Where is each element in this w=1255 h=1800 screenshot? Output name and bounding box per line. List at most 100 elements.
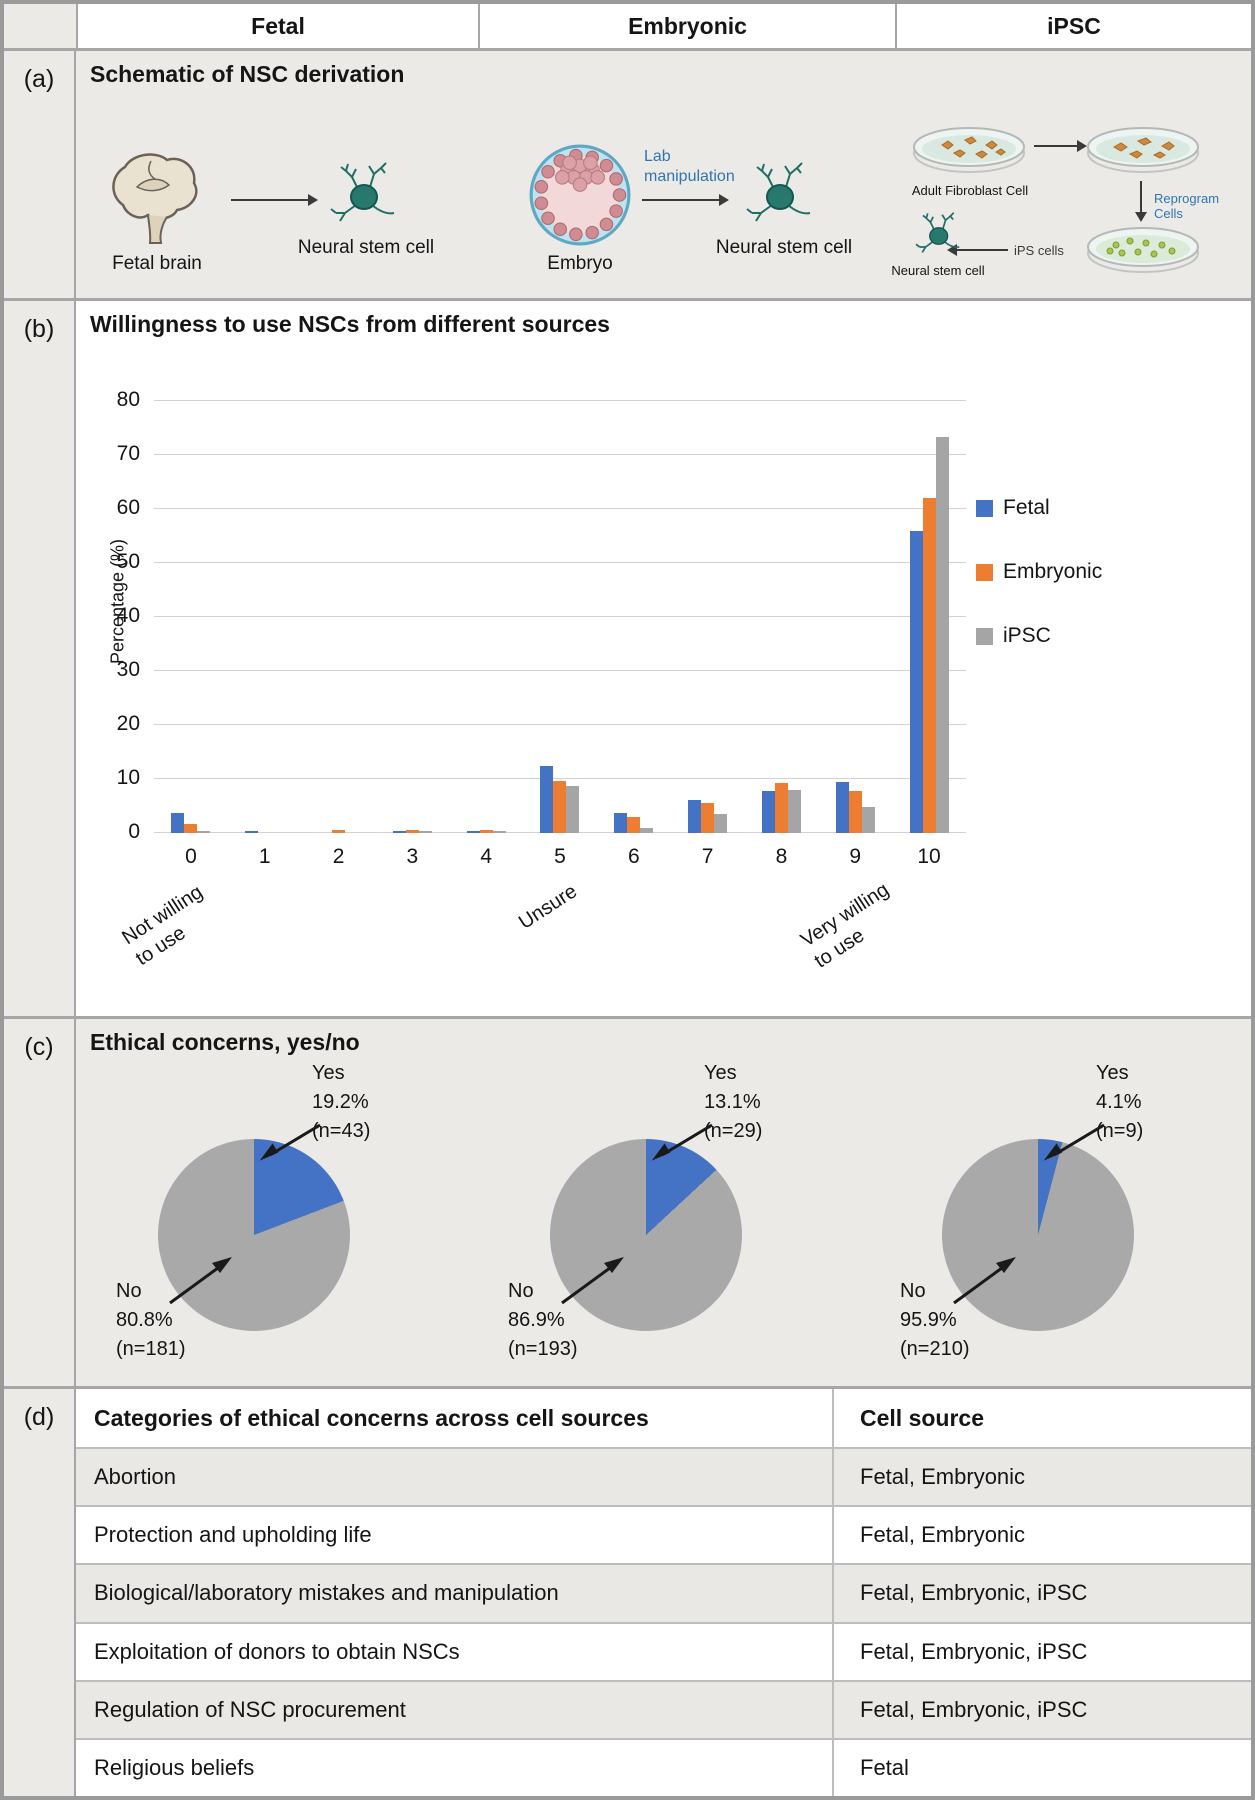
- x-axis-annotation: Very willing to use: [796, 878, 893, 973]
- embryo-label: Embryo: [547, 253, 613, 274]
- bar-fetal: [688, 799, 702, 833]
- bar-group: [597, 813, 671, 833]
- gridline: [154, 562, 966, 563]
- panel-c: (c) Ethical concerns, yes/no Yes 19.2% (n=…: [4, 1016, 1251, 1386]
- table-row-category: Exploitation of donors to obtain NSCs: [76, 1621, 832, 1680]
- column-header-fetal: Fetal: [76, 4, 478, 48]
- bar-group: [523, 765, 597, 833]
- bar-embryonic: [405, 830, 419, 833]
- bar-fetal: [761, 790, 775, 833]
- pie-yes-label: Yes 19.2% (n=43): [312, 1059, 370, 1146]
- petri-dish-fibroblast2-icon: [1087, 127, 1199, 173]
- y-axis-tick: 0: [128, 820, 140, 843]
- table-header-cell-source: Cell source: [832, 1389, 1251, 1448]
- bar-embryonic: [848, 790, 862, 833]
- petri-dish-ips-icon: [1087, 227, 1199, 273]
- y-axis-tick: 50: [116, 550, 140, 573]
- column-header-ipsc: iPSC: [895, 4, 1251, 48]
- petri-dish-fibroblast-icon: [913, 127, 1025, 173]
- gridline: [154, 616, 966, 617]
- legend-item-ipsc: iPSC: [976, 624, 1102, 648]
- bar-group: [892, 436, 966, 833]
- bar-group: [154, 813, 228, 833]
- x-axis-tick: 9: [849, 845, 862, 868]
- bar-embryonic: [332, 830, 346, 833]
- ips-cells-label: iPS cells: [1014, 243, 1064, 258]
- table-header-category: Categories of ethical concerns across ce…: [94, 1404, 649, 1431]
- bar-fetal: [171, 813, 185, 833]
- panel-b-title: Willingness to use NSCs from different s…: [90, 311, 610, 337]
- pie-label-line: No: [508, 1280, 534, 1302]
- ipsc-nsc-label: Neural stem cell: [891, 263, 985, 278]
- x-axis-tick: 8: [775, 845, 788, 868]
- x-axis-annotation: Unsure: [514, 880, 582, 934]
- ipsc-arrow1-icon: [1034, 140, 1087, 152]
- no-arrow-icon: [953, 1257, 1016, 1305]
- table-row-cell-source: Fetal, Embryonic, iPSC: [832, 1563, 1251, 1622]
- neural-stem-cell-icon: [330, 162, 395, 222]
- y-axis-tick: 70: [116, 442, 140, 465]
- bar-embryonic: [627, 816, 641, 833]
- pie-label-line: 19.2%: [312, 1091, 369, 1113]
- bar-ipsc: [566, 786, 580, 833]
- pie-label-line: (n=181): [116, 1338, 186, 1360]
- pie-label-line: 80.8%: [116, 1309, 173, 1331]
- adult-fibroblast-label: Adult Fibroblast Cell: [911, 183, 1029, 198]
- x-axis-tick: 3: [406, 845, 419, 868]
- yes-arrow-icon: [1043, 1123, 1105, 1161]
- neural-stem-cell-icon: [915, 212, 960, 253]
- y-axis-tick: 30: [116, 658, 140, 681]
- ipsc-arrow-left-icon: [947, 244, 1008, 256]
- fetal-brain-label: Fetal brain: [112, 253, 202, 274]
- x-axis-tick: 1: [258, 845, 271, 868]
- bar-ipsc: [492, 831, 506, 833]
- table-row-cell-source: Fetal, Embryonic: [832, 1447, 1251, 1506]
- bar-fetal: [466, 831, 480, 833]
- pie-chart-embryonic: Yes 13.1% (n=29) No 86.9% (n=193): [472, 1057, 864, 1382]
- pie-label-line: (n=29): [704, 1120, 763, 1142]
- pie-no-label: No 95.9% (n=210): [900, 1277, 970, 1364]
- pie-label-line: No: [116, 1280, 142, 1302]
- pie-no-label: No 80.8% (n=181): [116, 1277, 186, 1364]
- panel-c-title: Ethical concerns, yes/no: [90, 1029, 360, 1055]
- table-row-category: Biological/laboratory mistakes and manip…: [76, 1563, 832, 1622]
- panel-c-label: (c): [4, 1019, 76, 1386]
- bar-group: [671, 799, 745, 833]
- bar-group: [818, 781, 892, 833]
- pie-chart-ipsc: Yes 4.1% (n=9) No 95.9% (n=210): [864, 1057, 1255, 1382]
- chart-legend: Fetal Embryonic iPSC: [976, 496, 1102, 688]
- gridline: [154, 724, 966, 725]
- x-axis-tick: 2: [332, 845, 345, 868]
- fetal-nsc-label: Neural stem cell: [297, 237, 435, 258]
- gridline: [154, 778, 966, 779]
- pie-label-line: No: [900, 1280, 926, 1302]
- bar-ipsc: [640, 828, 654, 833]
- x-axis-annotation: Not willing to use: [118, 881, 207, 971]
- y-axis-tick: 80: [116, 388, 140, 411]
- bar-fetal: [245, 830, 259, 833]
- x-axis-tick: 6: [627, 845, 640, 868]
- table-row-category: Protection and upholding life: [76, 1505, 832, 1563]
- pie-graphic: [158, 1139, 350, 1331]
- table-row-category: Abortion: [76, 1447, 832, 1506]
- no-arrow-icon: [561, 1257, 624, 1305]
- y-axis-tick: 20: [116, 712, 140, 735]
- panel-a: (a) Schematic of NSC derivation Fetal br…: [4, 48, 1251, 298]
- bar-ipsc: [714, 813, 728, 833]
- reprogram-cells-label: Reprogram Cells: [1154, 191, 1220, 221]
- table-row-category: Religious beliefs: [76, 1737, 832, 1796]
- x-axis-tick: 5: [554, 845, 566, 868]
- bar-ipsc: [861, 806, 875, 833]
- bar-ipsc: [197, 830, 211, 833]
- bar-group: [745, 783, 819, 833]
- panel-a-title: Schematic of NSC derivation: [90, 61, 405, 87]
- fetal-brain-icon: [112, 153, 198, 244]
- column-header-embryonic: Embryonic: [478, 4, 895, 48]
- bar-chart-plot: 0 10 20 30 40 50 60 70 80 0 1 2 3 4 5 6 7 8 9 10 Not willing…: [117, 388, 966, 973]
- panel-d: (d) Categories of ethical concerns acros…: [4, 1386, 1251, 1796]
- pie-graphic: [550, 1139, 742, 1331]
- legend-label: iPSC: [1003, 624, 1051, 647]
- pie-graphic: [942, 1139, 1134, 1331]
- embryo-icon: [529, 144, 631, 246]
- table-row-cell-source: Fetal: [832, 1737, 1251, 1796]
